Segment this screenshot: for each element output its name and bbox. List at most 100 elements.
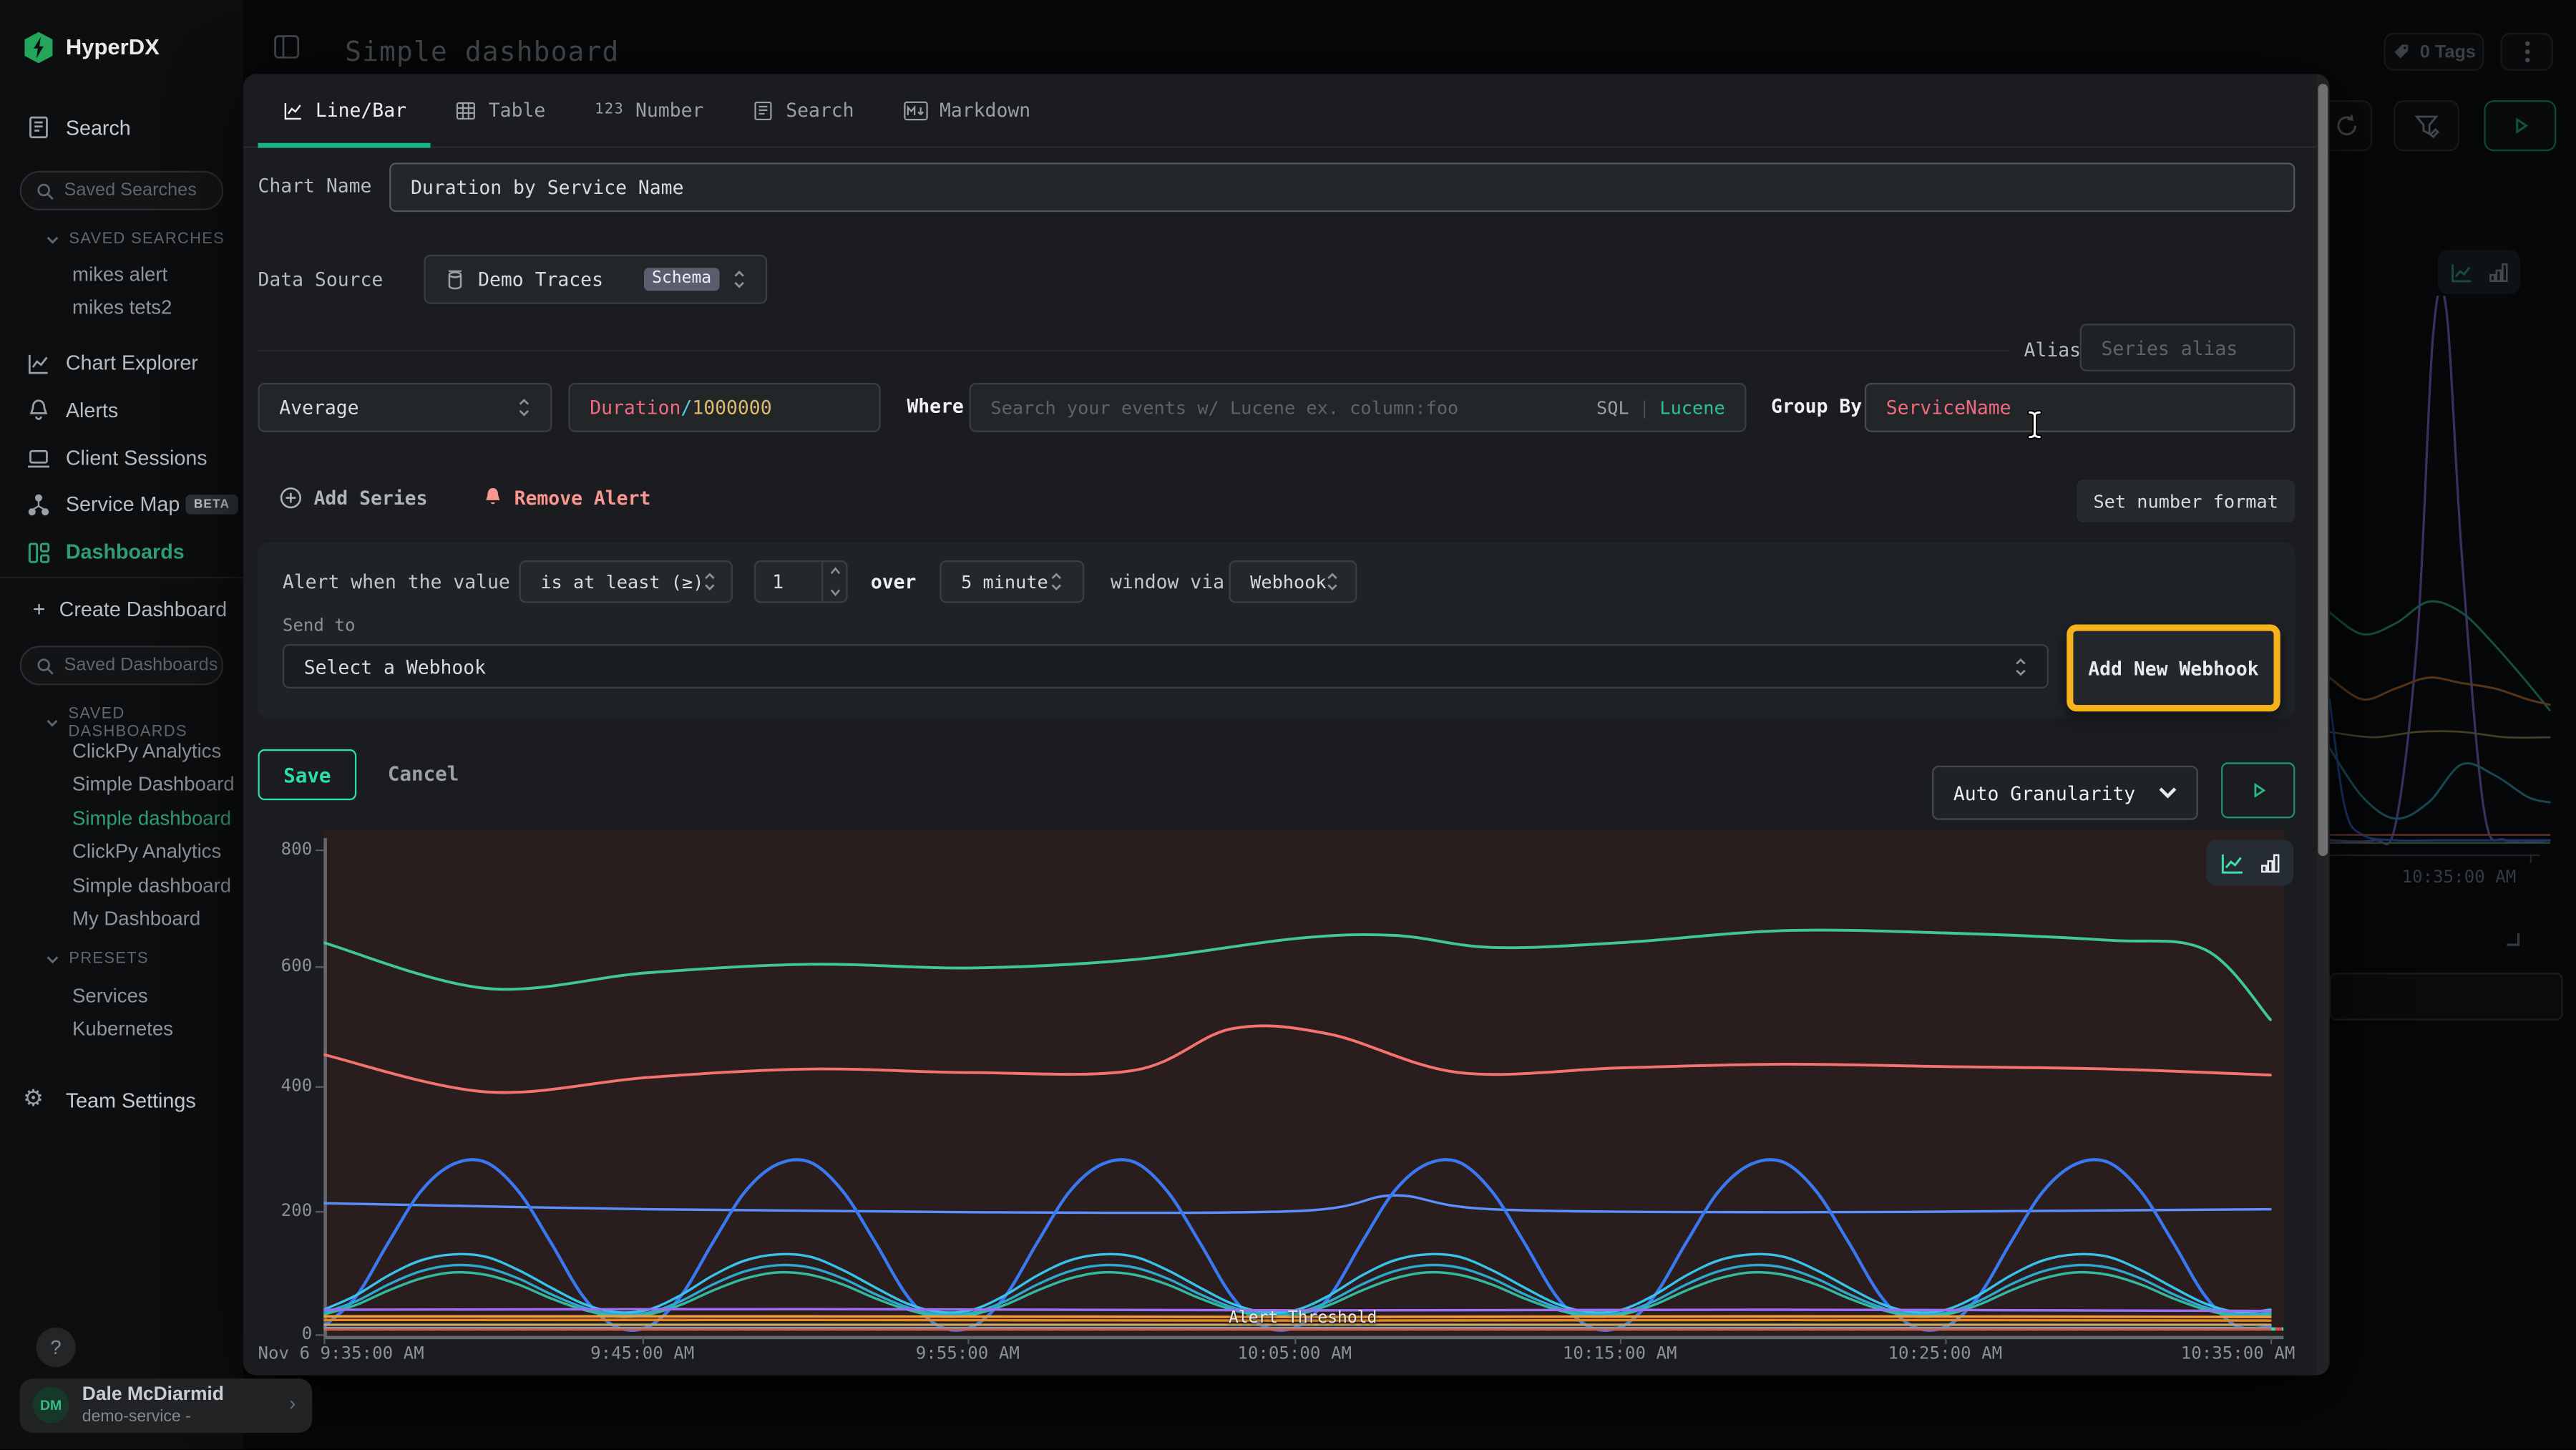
plus-circle-icon [279, 487, 302, 510]
sidebar-item-alerts[interactable]: Alerts [66, 399, 118, 422]
modal-scrollbar-thumb[interactable] [2318, 84, 2328, 856]
alert-condition-select[interactable]: is at least (≥) [519, 560, 733, 603]
edit-chart-modal: Line/Bar Table 123 Number Search Markdow… [243, 74, 2330, 1375]
saved-dashboards-input[interactable]: Saved Dashboards [20, 646, 224, 685]
field-expression-input[interactable]: Duration/1000000 [568, 383, 880, 432]
dashboard-list-item-active[interactable]: Simple dashboard [72, 807, 231, 829]
lucene-toggle[interactable]: Lucene [1659, 396, 1724, 418]
chart-explorer-icon [26, 351, 51, 376]
bar-chart-icon [2260, 851, 2280, 874]
sql-toggle[interactable]: SQL [1596, 396, 1629, 418]
webhook-select[interactable]: Select a Webhook [283, 644, 2049, 688]
markdown-icon [903, 99, 927, 121]
where-search-input[interactable]: Search your events w/ Lucene ex. column:… [970, 383, 1747, 432]
sidebar-item-chart-explorer[interactable]: Chart Explorer [66, 351, 198, 374]
sidebar-item-search[interactable]: Search [66, 117, 131, 140]
preset-item-kubernetes[interactable]: Kubernetes [72, 1017, 173, 1040]
chevron-updown-icon [703, 570, 716, 593]
preset-item-services[interactable]: Services [72, 984, 148, 1007]
add-series-button[interactable]: Add Series [279, 487, 427, 510]
send-to-label: Send to [283, 616, 356, 636]
cancel-button[interactable]: Cancel [388, 762, 459, 785]
set-number-format-button[interactable]: Set number format [2077, 480, 2295, 522]
number-123-icon: 123 [595, 102, 624, 118]
dashboard-list-item[interactable]: Simple Dashboard [72, 772, 235, 795]
remove-alert-button[interactable]: Remove Alert [483, 487, 650, 510]
tab-search[interactable]: Search [728, 74, 879, 146]
saved-search-item[interactable]: mikes tets2 [72, 296, 172, 318]
user-menu[interactable]: DM Dale McDiarmid demo-service - › [20, 1378, 313, 1433]
chart-name-input[interactable]: Duration by Service Name [389, 162, 2295, 212]
tab-number[interactable]: 123 Number [570, 74, 728, 146]
preview-chart-type-toggle[interactable] [2206, 840, 2293, 885]
chevron-updown-icon [517, 396, 530, 419]
saved-dashboards-placeholder: Saved Dashboards [64, 656, 218, 676]
granularity-select[interactable]: Auto Granularity [1932, 766, 2198, 820]
group-by-label: Group By [1771, 394, 1862, 417]
create-dashboard-button[interactable]: Create Dashboard [59, 598, 228, 621]
schema-badge[interactable]: Schema [644, 268, 720, 291]
query-language-toggle[interactable]: SQL | Lucene [1596, 396, 1725, 418]
line-chart-icon [2220, 850, 2246, 875]
x-tick: 10:05:00 AM [1237, 1344, 1352, 1364]
x-tick: 10:15:00 AM [1563, 1344, 1677, 1364]
play-icon [2248, 781, 2268, 801]
dashboards-icon [26, 540, 51, 565]
sidebar-item-client-sessions[interactable]: Client Sessions [66, 447, 208, 469]
aggregation-select[interactable]: Average [258, 383, 552, 432]
alert-channel-select[interactable]: Webhook [1229, 560, 1357, 603]
x-tick: 9:55:00 AM [916, 1344, 1020, 1364]
tab-table[interactable]: Table [431, 74, 570, 146]
chevron-updown-icon [733, 268, 746, 291]
add-new-webhook-button[interactable]: Add New Webhook [2067, 624, 2280, 711]
beta-badge: BETA [185, 494, 238, 514]
stepper-down-icon[interactable] [829, 588, 840, 596]
stepper-arrows[interactable] [821, 562, 846, 601]
presets-section[interactable]: PRESETS [46, 950, 240, 968]
y-tick-200: 200 [263, 1201, 312, 1221]
chevron-right-icon: › [289, 1392, 296, 1415]
series-alias-input[interactable]: Series alias [2080, 323, 2296, 371]
y-tick-800: 800 [263, 840, 312, 860]
bell-icon [483, 487, 503, 510]
stepper-up-icon[interactable] [829, 567, 840, 575]
hyperdx-app: HyperDX Search Saved Searches SAVED SEAR… [0, 0, 2576, 1449]
save-button[interactable]: Save [258, 749, 356, 800]
chart-type-tabs: Line/Bar Table 123 Number Search Markdow… [243, 74, 2330, 147]
saved-searches-input[interactable]: Saved Searches [20, 171, 224, 210]
hyperdx-logo-icon [23, 31, 54, 64]
sidebar-item-dashboards[interactable]: Dashboards [66, 540, 185, 563]
user-subtitle: demo-service - [82, 1408, 191, 1426]
tab-markdown[interactable]: Markdown [879, 74, 1055, 146]
series-divider [258, 350, 2009, 351]
saved-search-item[interactable]: mikes alert [72, 263, 167, 286]
help-button[interactable]: ? [36, 1328, 76, 1367]
group-by-input[interactable]: ServiceName [1865, 383, 2296, 432]
sidebar: HyperDX Search Saved Searches SAVED SEAR… [0, 0, 243, 1449]
saved-searches-section[interactable]: SAVED SEARCHES [46, 230, 240, 248]
sidebar-item-service-map[interactable]: Service Map BETA [66, 493, 238, 516]
alert-window-select[interactable]: 5 minute [940, 560, 1084, 603]
sidebar-divider [0, 577, 243, 578]
x-tick: 10:25:00 AM [1888, 1344, 2003, 1364]
chevron-updown-icon [1327, 570, 1340, 593]
alias-label: Alias [2024, 339, 2081, 361]
saved-dashboards-section[interactable]: SAVED DASHBOARDS [46, 705, 240, 741]
service-map-icon [26, 493, 51, 517]
sidebar-item-team-settings[interactable]: Team Settings [66, 1089, 196, 1112]
dashboard-list-item[interactable]: ClickPy Analytics [72, 739, 221, 762]
data-source-select[interactable]: Demo Traces Schema [424, 255, 767, 304]
saved-searches-placeholder: Saved Searches [64, 181, 197, 201]
dashboard-list-item[interactable]: My Dashboard [72, 907, 200, 930]
run-preview-button[interactable] [2221, 762, 2295, 818]
tab-line-bar[interactable]: Line/Bar [258, 74, 431, 146]
laptop-icon [26, 447, 51, 469]
text-cursor-pointer [2026, 409, 2044, 441]
dashboard-list-item[interactable]: Simple dashboard [72, 874, 231, 897]
y-tick-400: 400 [263, 1076, 312, 1096]
x-tick: Nov 6 9:35:00 AM [258, 1344, 424, 1364]
x-axis [323, 1336, 2283, 1338]
alert-threshold-stepper[interactable]: 1 [754, 560, 848, 603]
search-icon [36, 182, 54, 200]
dashboard-list-item[interactable]: ClickPy Analytics [72, 840, 221, 862]
